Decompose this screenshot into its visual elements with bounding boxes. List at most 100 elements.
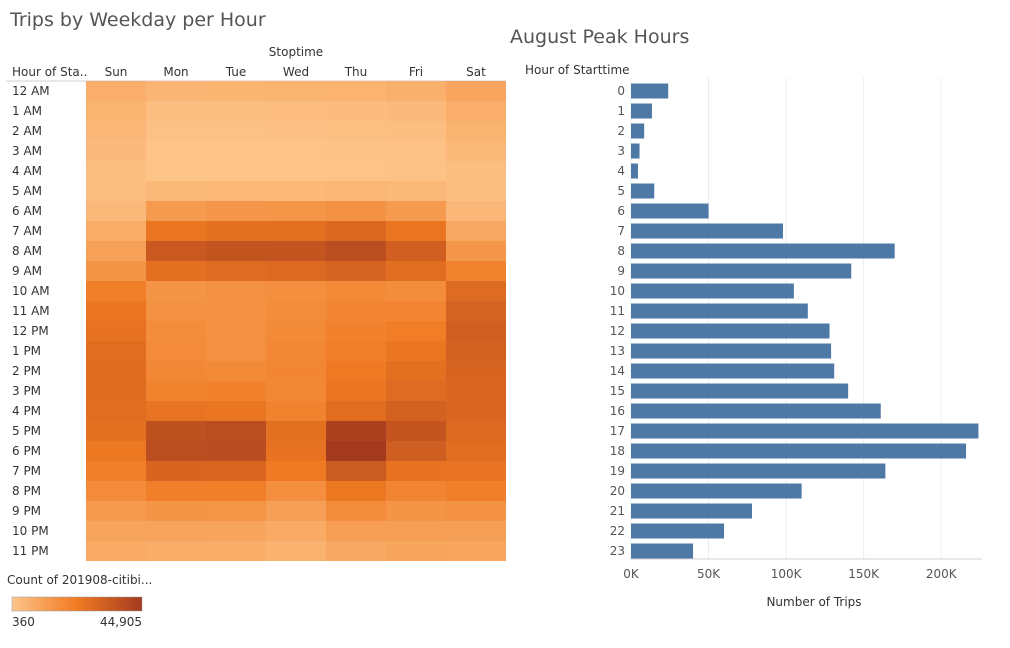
heatmap-cell bbox=[206, 141, 266, 161]
heatmap-cell bbox=[146, 221, 206, 241]
heatmap-cell bbox=[146, 321, 206, 341]
category-label: 8 bbox=[617, 244, 625, 258]
category-label: 16 bbox=[610, 404, 625, 418]
heatmap-cell bbox=[146, 341, 206, 361]
heatmap-cell bbox=[326, 461, 386, 481]
heatmap-cell bbox=[326, 181, 386, 201]
column-label: Fri bbox=[409, 65, 423, 79]
heatmap-cell bbox=[146, 481, 206, 501]
heatmap-cell bbox=[446, 201, 506, 221]
heatmap-cell bbox=[326, 521, 386, 541]
row-label: 5 PM bbox=[12, 424, 41, 438]
heatmap-cell bbox=[386, 121, 446, 141]
heatmap-cell bbox=[386, 441, 446, 461]
heatmap-cell bbox=[386, 181, 446, 201]
heatmap-cell bbox=[86, 121, 146, 141]
x-tick-label: 100K bbox=[771, 567, 803, 581]
heatmap-cell bbox=[206, 481, 266, 501]
heatmap-cell bbox=[86, 481, 146, 501]
row-label: 1 PM bbox=[12, 344, 41, 358]
row-label: 12 AM bbox=[12, 84, 50, 98]
heatmap-cell bbox=[86, 361, 146, 381]
column-label: Tue bbox=[225, 65, 247, 79]
heatmap-cell bbox=[266, 81, 326, 101]
heatmap-cell bbox=[326, 401, 386, 421]
row-labels: 12 AM 1 AM 2 AM 3 AM 4 AM 5 AM 6 AM 7 AM 8 AM 9 A… bbox=[12, 84, 50, 558]
heatmap-cell bbox=[206, 281, 266, 301]
heatmap-cell bbox=[446, 161, 506, 181]
heatmap-cell bbox=[146, 421, 206, 441]
bar-x-tick-labels: 0K 50K 100K 150K 200K bbox=[623, 567, 957, 581]
heatmap-cell bbox=[266, 121, 326, 141]
heatmap-cell bbox=[326, 441, 386, 461]
column-header: Stoptime bbox=[269, 45, 323, 59]
legend-min-label: 360 bbox=[12, 615, 35, 629]
heatmap-cell bbox=[326, 341, 386, 361]
heatmap-cell bbox=[146, 541, 206, 561]
heatmap-cell bbox=[86, 321, 146, 341]
row-label: 2 PM bbox=[12, 364, 41, 378]
row-label: 5 AM bbox=[12, 184, 42, 198]
heatmap-cell bbox=[146, 241, 206, 261]
heatmap-cell bbox=[206, 241, 266, 261]
heatmap-cell bbox=[86, 401, 146, 421]
heatmap-cell bbox=[386, 421, 446, 441]
row-label: 11 PM bbox=[12, 544, 49, 558]
category-label: 11 bbox=[610, 304, 625, 318]
heatmap-cell bbox=[446, 501, 506, 521]
heatmap-cell bbox=[326, 141, 386, 161]
heatmap-cell bbox=[446, 521, 506, 541]
category-label: 10 bbox=[610, 284, 625, 298]
row-label: 10 AM bbox=[12, 284, 50, 298]
category-label: 6 bbox=[617, 204, 625, 218]
heatmap-cell bbox=[86, 101, 146, 121]
heatmap-cell bbox=[266, 461, 326, 481]
row-label: 12 PM bbox=[12, 324, 49, 338]
row-label: 1 AM bbox=[12, 104, 42, 118]
category-label: 7 bbox=[617, 224, 625, 238]
heatmap-cell bbox=[446, 101, 506, 121]
heatmap-cell bbox=[146, 401, 206, 421]
heatmap-cell bbox=[146, 441, 206, 461]
heatmap-cell bbox=[206, 301, 266, 321]
heatmap-cell bbox=[326, 301, 386, 321]
bar-chart-title: August Peak Hours bbox=[510, 26, 689, 48]
bar bbox=[631, 183, 655, 199]
heatmap-cell bbox=[86, 461, 146, 481]
category-label: 18 bbox=[610, 444, 625, 458]
heatmap-cell bbox=[266, 541, 326, 561]
x-tick-label: 150K bbox=[848, 567, 880, 581]
category-label: 17 bbox=[610, 424, 625, 438]
heatmap-cell bbox=[266, 221, 326, 241]
heatmap-cell bbox=[446, 181, 506, 201]
heatmap-cell bbox=[146, 361, 206, 381]
heatmap-cell bbox=[326, 121, 386, 141]
heatmap-cell bbox=[146, 461, 206, 481]
heatmap-cell bbox=[386, 321, 446, 341]
heatmap-cell bbox=[386, 461, 446, 481]
bar bbox=[631, 203, 709, 219]
heatmap-cell bbox=[206, 121, 266, 141]
category-label: 1 bbox=[617, 104, 625, 118]
heatmap-cell bbox=[86, 381, 146, 401]
bar bbox=[631, 123, 645, 139]
heatmap-cell bbox=[206, 441, 266, 461]
x-tick-label: 200K bbox=[926, 567, 958, 581]
heatmap-cell bbox=[146, 381, 206, 401]
heatmap-cell bbox=[266, 141, 326, 161]
heatmap-cell bbox=[86, 141, 146, 161]
heatmap-cell bbox=[326, 541, 386, 561]
heatmap-cell bbox=[386, 301, 446, 321]
row-label: 10 PM bbox=[12, 524, 49, 538]
heatmap-cell bbox=[86, 221, 146, 241]
heatmap-cell bbox=[206, 461, 266, 481]
heatmap-cell bbox=[446, 261, 506, 281]
heatmap-cell bbox=[326, 81, 386, 101]
row-label: 3 AM bbox=[12, 144, 42, 158]
heatmap-cell bbox=[386, 261, 446, 281]
heatmap-cell bbox=[326, 221, 386, 241]
heatmap-cell bbox=[326, 321, 386, 341]
bar bbox=[631, 83, 669, 99]
heatmap-cell bbox=[266, 441, 326, 461]
heatmap-cell bbox=[86, 161, 146, 181]
